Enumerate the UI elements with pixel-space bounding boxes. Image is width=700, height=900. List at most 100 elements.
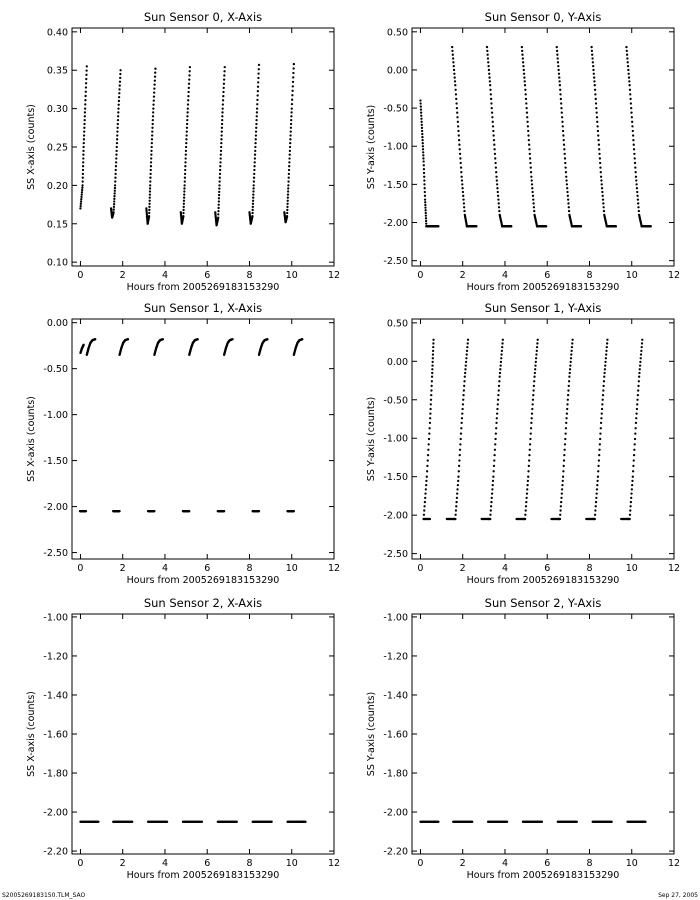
- data-point: [461, 190, 465, 194]
- data-point: [182, 196, 186, 199]
- data-point: [182, 205, 185, 209]
- data-point: [429, 398, 433, 401]
- y-tick-label: -2.00: [383, 218, 408, 229]
- data-point: [83, 115, 86, 118]
- data-point: [149, 165, 153, 168]
- data-point: [114, 180, 117, 183]
- data-point: [287, 172, 291, 176]
- data-point: [424, 211, 427, 215]
- data-point: [219, 165, 222, 168]
- data-point: [579, 225, 583, 228]
- data-point: [628, 80, 631, 83]
- y-tick-label: -1.20: [383, 651, 408, 662]
- data-point: [563, 443, 567, 446]
- data-point: [487, 68, 491, 72]
- data-point: [522, 68, 525, 72]
- data-point: [594, 102, 598, 105]
- data-point: [500, 357, 503, 360]
- data-point: [218, 172, 222, 176]
- data-point: [82, 153, 85, 156]
- data-point: [637, 384, 640, 388]
- data-point: [253, 168, 256, 172]
- data-point: [97, 820, 100, 823]
- data-point: [112, 211, 115, 214]
- data-point: [530, 417, 533, 420]
- data-point: [463, 371, 467, 375]
- data-point: [182, 214, 185, 218]
- data-point: [117, 111, 120, 114]
- data-point: [633, 161, 637, 165]
- data-point: [200, 820, 204, 823]
- data-point: [600, 183, 603, 186]
- data-point: [131, 820, 134, 823]
- data-point: [590, 45, 593, 49]
- y-axis-label: SS X-axis (counts): [26, 104, 37, 190]
- data-point: [531, 187, 534, 190]
- data-point: [492, 134, 495, 137]
- data-point: [560, 116, 564, 119]
- data-point: [632, 459, 635, 462]
- data-point: [490, 106, 493, 110]
- data-point: [221, 111, 224, 114]
- y-tick-label: 0.50: [387, 318, 408, 329]
- data-point: [630, 488, 633, 491]
- data-point: [115, 145, 118, 149]
- data-point: [595, 488, 599, 491]
- data-point: [494, 437, 497, 441]
- data-point: [525, 492, 529, 495]
- chart-panel-0: Sun Sensor 0, X-Axis 0 2 4 6 8 10 12 0.10 0.15 0.2…: [26, 10, 340, 293]
- data-point: [639, 353, 643, 356]
- data-point: [496, 407, 499, 411]
- data-point: [491, 116, 494, 119]
- data-point: [562, 138, 565, 142]
- data-point: [496, 187, 499, 190]
- plot-frame: [71, 318, 335, 560]
- data-point: [463, 384, 466, 388]
- data-point: [563, 454, 566, 457]
- data-segment: [485, 45, 504, 228]
- data-point: [498, 380, 501, 383]
- data-point: [183, 190, 186, 193]
- data-point: [117, 107, 120, 110]
- data-point: [566, 394, 570, 397]
- chart-title: Sun Sensor 0, Y-Axis: [485, 10, 602, 24]
- data-point: [561, 475, 565, 478]
- data-point: [188, 78, 191, 81]
- data-point: [595, 496, 598, 499]
- data-point: [459, 437, 462, 441]
- data-point: [489, 97, 493, 101]
- data-point: [459, 166, 463, 169]
- data-point: [566, 198, 570, 201]
- data-segment: [425, 225, 440, 228]
- data-point: [598, 448, 601, 451]
- data-point: [219, 157, 222, 160]
- data-point: [184, 145, 188, 149]
- data-point: [423, 509, 426, 512]
- data-point: [521, 49, 524, 53]
- data-point: [428, 432, 431, 435]
- data-point: [464, 364, 467, 367]
- data-point: [475, 225, 478, 228]
- y-tick-label: 0.10: [47, 258, 68, 269]
- data-point: [495, 175, 498, 178]
- data-point: [466, 342, 469, 345]
- data-point: [113, 197, 116, 200]
- data-point: [500, 349, 504, 352]
- data-point: [424, 206, 427, 209]
- data-point: [452, 64, 455, 68]
- data-segment: [292, 338, 304, 357]
- data-point: [640, 346, 643, 349]
- data-point: [490, 111, 494, 114]
- data-point: [531, 407, 534, 411]
- data-point: [485, 45, 489, 49]
- data-point: [626, 61, 629, 64]
- data-point: [185, 130, 188, 133]
- data-point: [184, 157, 187, 160]
- y-tick-label: -1.00: [43, 612, 68, 623]
- data-point: [527, 134, 530, 137]
- y-axis-label: SS X-axis (counts): [26, 691, 37, 777]
- data-point: [597, 138, 600, 142]
- data-segment: [489, 338, 504, 521]
- data-segment: [521, 820, 544, 823]
- data-point: [596, 484, 599, 487]
